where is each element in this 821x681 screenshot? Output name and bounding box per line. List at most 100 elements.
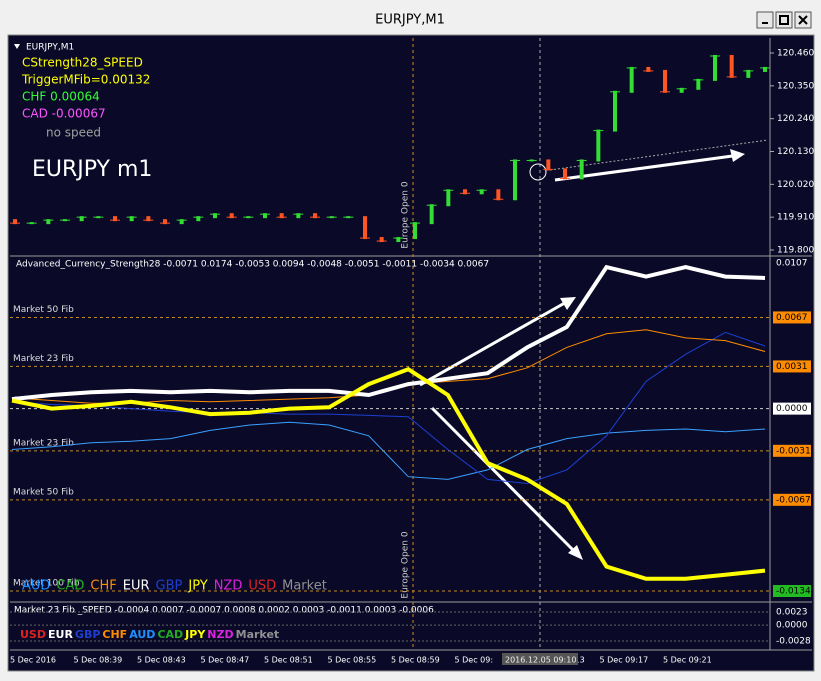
candle	[429, 204, 434, 225]
fib-label: Market 50 Fib	[13, 305, 74, 315]
strength-line	[11, 366, 766, 581]
time-label: 5 Dec 08:51	[264, 656, 313, 665]
candle	[696, 78, 701, 90]
europe-open-label: Europe Open 0	[401, 531, 411, 598]
candle	[479, 189, 484, 195]
time-label: 5 Dec 08:47	[201, 656, 250, 665]
candle	[113, 216, 117, 222]
big-label: EURJPY m1	[32, 157, 152, 182]
y-tick-label: 119.910	[777, 213, 814, 223]
legend-item: USD	[20, 628, 46, 641]
icon	[798, 15, 808, 25]
window-buttons[interactable]	[756, 11, 812, 29]
candle	[46, 219, 51, 225]
legend-item: GBP	[75, 628, 100, 641]
icon	[779, 15, 789, 25]
level-box	[773, 444, 811, 457]
y-tick-label: 120.240	[777, 114, 814, 124]
level-box	[773, 402, 811, 415]
candle	[396, 237, 401, 243]
candle	[179, 219, 184, 225]
candle	[496, 189, 501, 201]
candle	[146, 216, 151, 222]
arrow-head	[730, 149, 745, 162]
candle	[413, 222, 417, 240]
cursor-label: 2016.12.05 09:10	[505, 656, 576, 665]
candle	[546, 159, 551, 171]
candle	[729, 54, 734, 78]
minimize-button[interactable]	[756, 11, 774, 29]
time-label: 5 Dec 09:17	[600, 656, 649, 665]
candle	[196, 216, 201, 222]
legend-item: USD	[248, 579, 276, 594]
time-label: 5 Dec 09:21	[663, 656, 712, 665]
symbol-label: EURJPY,M1	[26, 43, 74, 53]
time-label: 5 Dec 08:43	[137, 656, 186, 665]
legend-item: JPY	[184, 628, 206, 641]
level-box	[773, 311, 811, 324]
level-box	[773, 360, 811, 373]
fib-label: Market 100 Fib	[13, 579, 80, 589]
candle	[79, 216, 84, 222]
legend-item: AUD	[129, 628, 155, 641]
fib-label: Market 50 Fib	[13, 487, 74, 497]
level-box	[773, 585, 811, 597]
arrow	[554, 153, 741, 182]
candle	[629, 66, 634, 93]
level-label: -0.0134	[776, 587, 811, 597]
y-tick-label: 120.020	[777, 180, 814, 190]
info-label: CAD -0.00067	[22, 107, 106, 121]
y-tick-label: 120.460	[777, 49, 814, 59]
candle	[579, 159, 584, 180]
fib-label: Market 23 Fib	[13, 438, 74, 448]
candle	[263, 213, 267, 219]
legend-item: CHF	[90, 579, 116, 594]
candle	[213, 213, 217, 219]
strength-line	[11, 264, 766, 402]
candle	[613, 90, 617, 132]
window-title: EURJPY,M1	[375, 13, 445, 28]
legend-item: EUR	[48, 628, 73, 641]
candle	[463, 189, 467, 195]
info-label: CHF 0.00064	[22, 90, 100, 104]
candle	[513, 159, 517, 201]
chart-frame	[7, 34, 815, 672]
candle	[296, 213, 301, 219]
speed-header: Market 23 Fib _SPEED -0.0004 0.0007 -0.0…	[14, 606, 434, 616]
level-label: 0.0000	[776, 621, 808, 631]
time-label: 5 Dec 08:55	[328, 656, 377, 665]
candle	[13, 219, 17, 225]
y-tick-label: 120.130	[777, 147, 814, 157]
fib-label: Market 23 Fib	[13, 354, 74, 364]
time-label: 5 Dec 08:39	[74, 656, 123, 665]
level-label: 0.0067	[776, 313, 808, 323]
candle	[679, 87, 684, 93]
arrow-head	[560, 297, 576, 310]
legend-item: CAD	[157, 628, 183, 641]
arrow-head	[568, 545, 583, 560]
europe-open-label: Europe Open 0	[401, 181, 411, 248]
level-label: -0.0028	[776, 637, 811, 647]
time-label: 5 Dec 09:	[455, 656, 494, 665]
candle	[763, 66, 767, 72]
legend-item: CAD	[56, 579, 84, 594]
candle	[563, 168, 567, 180]
legend-item: Market	[236, 628, 280, 641]
level-label: 0.0000	[776, 404, 808, 414]
cursor-box	[502, 653, 578, 665]
maximize-button[interactable]	[775, 11, 793, 29]
level-label: 0.0023	[776, 608, 808, 618]
y-tick-label: 120.350	[777, 81, 814, 91]
candle	[379, 237, 384, 243]
level-label: -0.0031	[776, 446, 811, 456]
time-label: 5 Dec 08:59	[391, 656, 440, 665]
indicator-header: Advanced_Currency_Strength28 -0.0071 0.0…	[16, 260, 489, 270]
legend-item: AUD	[22, 579, 50, 594]
legend-item: NZD	[214, 579, 243, 594]
candle	[596, 129, 601, 162]
candle	[313, 213, 317, 219]
legend-item: NZD	[207, 628, 233, 641]
candle	[279, 213, 284, 219]
info-label: no speed	[46, 126, 101, 140]
